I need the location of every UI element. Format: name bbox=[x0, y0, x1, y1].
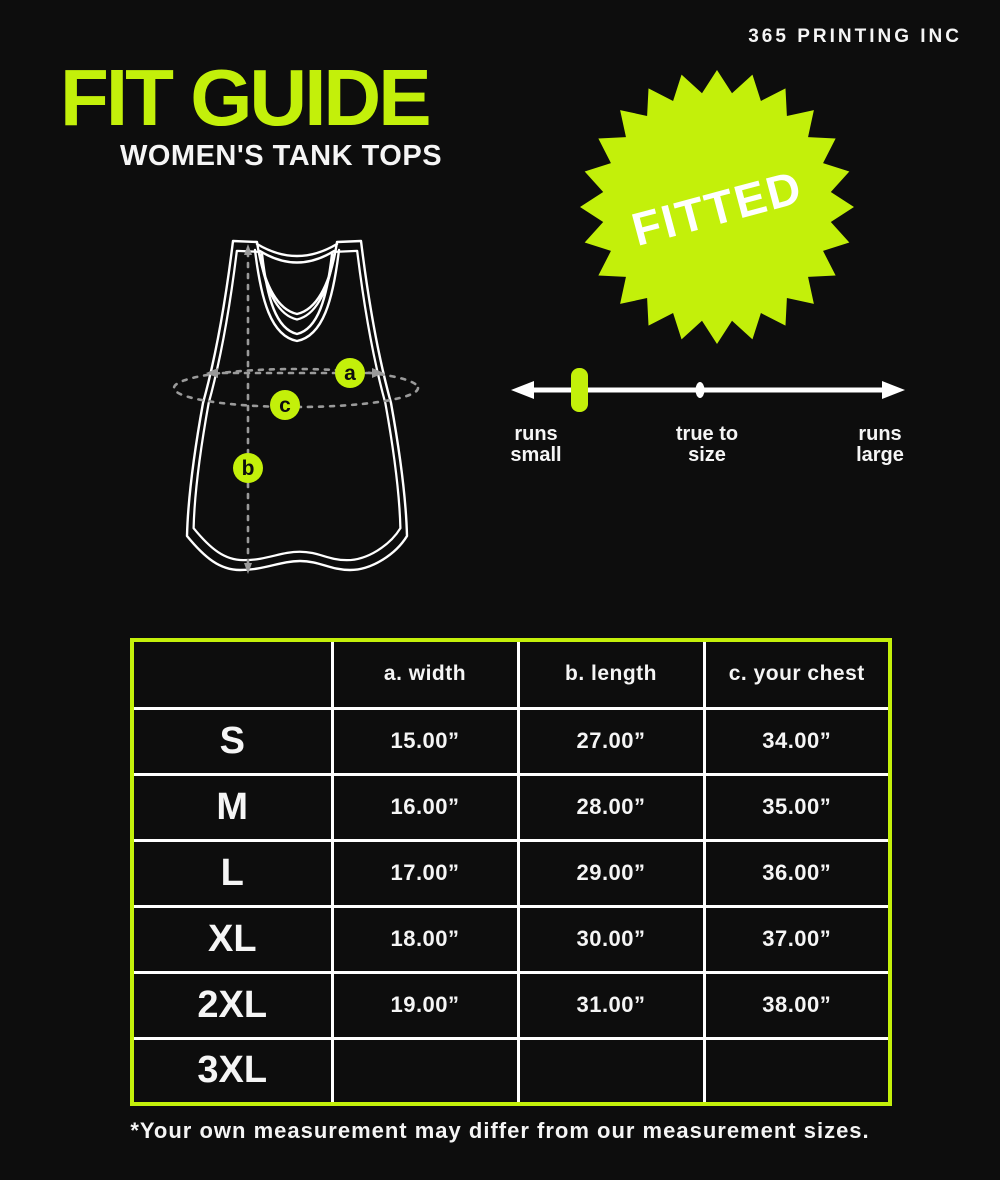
brand-name: 365 PRINTING INC bbox=[748, 26, 962, 47]
width-value: 16.00” bbox=[330, 772, 520, 842]
size-label: M bbox=[130, 772, 334, 842]
chest-value: 36.00” bbox=[702, 838, 892, 908]
length-value: 30.00” bbox=[516, 904, 706, 974]
size-label: S bbox=[130, 706, 334, 776]
true-to-size-tick bbox=[695, 382, 705, 398]
width-value: 15.00” bbox=[330, 706, 520, 776]
marker-a-circle bbox=[335, 358, 365, 388]
length-value: 29.00” bbox=[516, 838, 706, 908]
page-subtitle: WOMEN'S TANK TOPS bbox=[120, 140, 443, 172]
chest-value bbox=[702, 1036, 892, 1106]
width-value bbox=[330, 1036, 520, 1106]
table-row: 2XL 19.00” 31.00” 38.00” bbox=[130, 970, 892, 1040]
marker-c-circle bbox=[270, 390, 300, 420]
table-row: S 15.00” 27.00” 34.00” bbox=[130, 706, 892, 776]
fit-scale-arrow-icon bbox=[511, 368, 905, 412]
size-label: 3XL bbox=[130, 1036, 334, 1106]
column-header-size bbox=[130, 638, 334, 710]
chest-value: 38.00” bbox=[702, 970, 892, 1040]
table-header-row: a. width b. length c. your chest bbox=[130, 638, 892, 710]
fit-scale-marker bbox=[571, 368, 588, 412]
size-chart-table: a. width b. length c. your chest S 15.00… bbox=[130, 638, 892, 1106]
width-value: 18.00” bbox=[330, 904, 520, 974]
size-label: 2XL bbox=[130, 970, 334, 1040]
tank-top-diagram: a c b bbox=[160, 238, 424, 582]
column-header-length: b. length bbox=[516, 638, 706, 710]
length-value: 27.00” bbox=[516, 706, 706, 776]
length-value: 31.00” bbox=[516, 970, 706, 1040]
length-value bbox=[516, 1036, 706, 1106]
table-row: M 16.00” 28.00” 35.00” bbox=[130, 772, 892, 842]
fit-scale: runs small true to size runs large bbox=[500, 368, 920, 488]
chest-value: 34.00” bbox=[702, 706, 892, 776]
tank-top-illustration-icon: a c b bbox=[172, 239, 420, 574]
marker-b-circle bbox=[233, 453, 263, 483]
scale-label-runs-small: runs small bbox=[510, 423, 562, 466]
scale-label-true-to-size: true to size bbox=[675, 423, 739, 466]
size-label: L bbox=[130, 838, 334, 908]
column-header-width: a. width bbox=[330, 638, 520, 710]
scale-label-runs-large: runs large bbox=[856, 423, 904, 466]
width-value: 19.00” bbox=[330, 970, 520, 1040]
marker-c-label: c bbox=[279, 394, 291, 417]
fitted-badge: FITTED bbox=[576, 66, 858, 348]
column-header-chest: c. your chest bbox=[702, 638, 892, 710]
starburst-icon: FITTED bbox=[580, 70, 854, 344]
marker-a-label: a bbox=[344, 362, 356, 385]
page-title: FIT GUIDE bbox=[60, 53, 432, 142]
size-label: XL bbox=[130, 904, 334, 974]
measurement-disclaimer: *Your own measurement may differ from ou… bbox=[130, 1118, 870, 1143]
marker-b-label: b bbox=[242, 457, 255, 480]
width-value: 17.00” bbox=[330, 838, 520, 908]
table-row: L 17.00” 29.00” 36.00” bbox=[130, 838, 892, 908]
table-row: 3XL bbox=[130, 1036, 892, 1106]
length-value: 28.00” bbox=[516, 772, 706, 842]
table-row: XL 18.00” 30.00” 37.00” bbox=[130, 904, 892, 974]
chest-value: 37.00” bbox=[702, 904, 892, 974]
chest-value: 35.00” bbox=[702, 772, 892, 842]
